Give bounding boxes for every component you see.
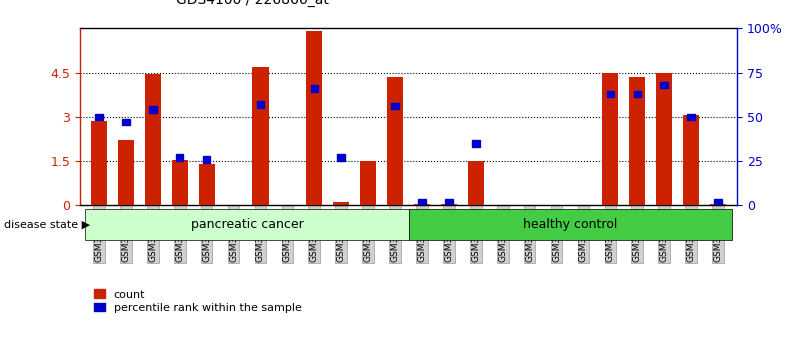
Bar (656, 73, 672, 205)
Bar (472, 140, 480, 147)
Bar (252, 67, 268, 205)
Bar (710, 204, 727, 205)
Bar (683, 115, 699, 205)
Bar (606, 91, 614, 97)
Bar (387, 77, 403, 205)
Bar (306, 31, 322, 205)
Bar (418, 199, 426, 205)
Bar (203, 156, 211, 162)
Text: GDS4100 / 226866_at: GDS4100 / 226866_at (176, 0, 329, 7)
Bar (630, 77, 646, 205)
Bar (176, 154, 183, 161)
Bar (118, 141, 134, 205)
Bar (634, 91, 641, 97)
Bar (661, 82, 668, 88)
Bar (333, 202, 349, 205)
Bar (337, 154, 345, 161)
Bar (687, 114, 695, 120)
Bar (468, 161, 484, 205)
Bar (149, 107, 156, 113)
Bar (391, 103, 399, 109)
Text: pancreatic cancer: pancreatic cancer (191, 218, 304, 231)
Bar (95, 114, 103, 120)
Bar (602, 73, 618, 205)
Bar (441, 204, 457, 205)
Bar (122, 119, 130, 125)
Bar (445, 199, 453, 205)
Bar (311, 85, 318, 92)
Bar (145, 74, 161, 205)
Bar (91, 121, 107, 205)
Bar (256, 101, 264, 108)
Text: disease state ▶: disease state ▶ (4, 220, 91, 230)
Legend: count, percentile rank within the sample: count, percentile rank within the sample (94, 290, 301, 313)
Bar (86, 210, 409, 240)
Bar (171, 160, 187, 205)
Bar (714, 199, 722, 205)
Bar (409, 210, 731, 240)
Bar (414, 204, 430, 205)
Bar (360, 161, 376, 205)
Bar (199, 164, 215, 205)
Text: healthy control: healthy control (523, 218, 618, 231)
